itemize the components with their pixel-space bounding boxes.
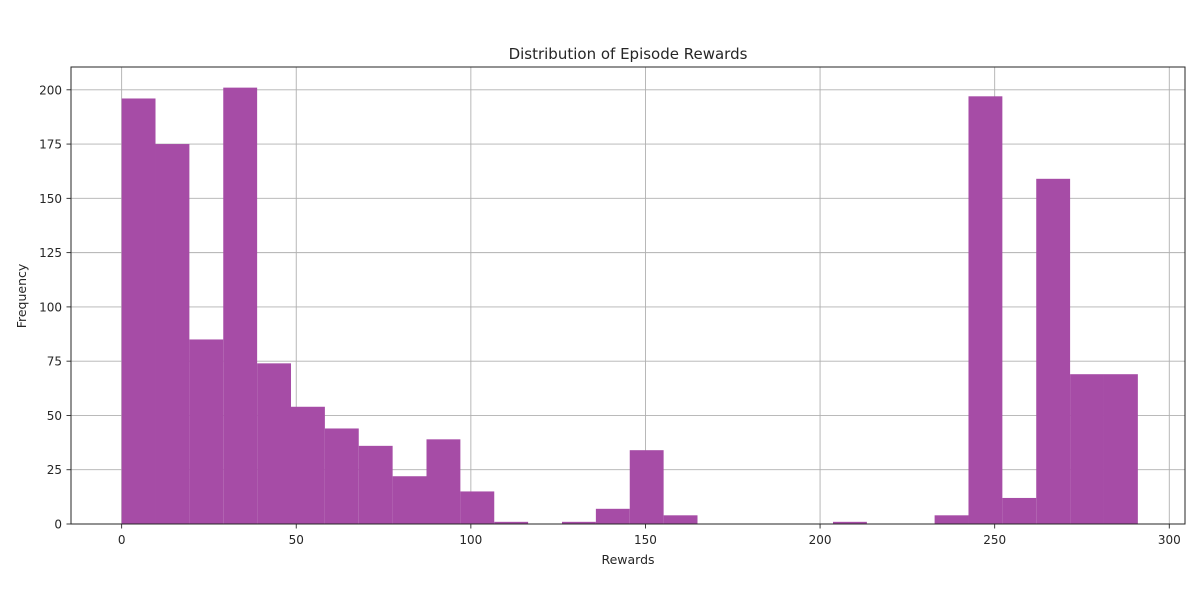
y-tick-label: 150 xyxy=(39,192,62,206)
y-axis-label: Frequency xyxy=(14,263,29,328)
x-tick-label: 50 xyxy=(289,533,304,547)
histogram-bar xyxy=(223,87,258,525)
plot-frame xyxy=(70,66,1186,525)
axis-ticks: 0 50 100 150 200 250 300 0 25 50 75 100 125 150 175 200 xyxy=(39,83,1181,547)
histogram-bar xyxy=(494,521,529,524)
y-tick-label: 50 xyxy=(47,409,62,423)
histogram-bar xyxy=(324,428,359,524)
histogram-bar xyxy=(155,144,190,524)
histogram-bar xyxy=(121,98,156,525)
y-tick-label: 125 xyxy=(39,246,62,260)
y-tick-label: 75 xyxy=(47,355,62,369)
histogram-bar xyxy=(629,450,664,524)
histogram-bar xyxy=(1103,374,1138,524)
y-tick-label: 25 xyxy=(47,463,62,477)
histogram-bars xyxy=(121,87,1138,525)
x-axis-label: Rewards xyxy=(601,552,654,567)
histogram-bar xyxy=(934,515,969,524)
x-tick-label: 100 xyxy=(459,533,482,547)
x-tick-label: 150 xyxy=(634,533,657,547)
histogram-bar xyxy=(189,339,224,524)
histogram-bar xyxy=(426,439,461,524)
histogram-bar xyxy=(1002,497,1037,524)
histogram-bar xyxy=(832,521,867,524)
y-tick-label: 100 xyxy=(39,300,62,314)
histogram-bar xyxy=(1070,374,1104,524)
histogram-bar xyxy=(257,363,292,524)
x-tick-label: 200 xyxy=(809,533,832,547)
histogram-bar xyxy=(561,521,596,524)
y-tick-label: 0 xyxy=(54,518,62,532)
chart-title: Distribution of Episode Rewards xyxy=(509,45,748,63)
histogram-bar xyxy=(392,476,427,524)
histogram-bar xyxy=(291,406,325,524)
x-tick-label: 300 xyxy=(1158,533,1181,547)
x-tick-label: 0 xyxy=(118,533,126,547)
histogram-bar xyxy=(968,96,1003,525)
y-tick-label: 175 xyxy=(39,138,62,152)
histogram-bar xyxy=(1036,178,1071,524)
histogram-bar xyxy=(595,508,630,524)
histogram-bar xyxy=(358,445,393,524)
histogram-bar xyxy=(460,491,495,524)
x-tick-label: 250 xyxy=(983,533,1006,547)
histogram-bar xyxy=(663,515,698,524)
y-tick-label: 200 xyxy=(39,83,62,97)
